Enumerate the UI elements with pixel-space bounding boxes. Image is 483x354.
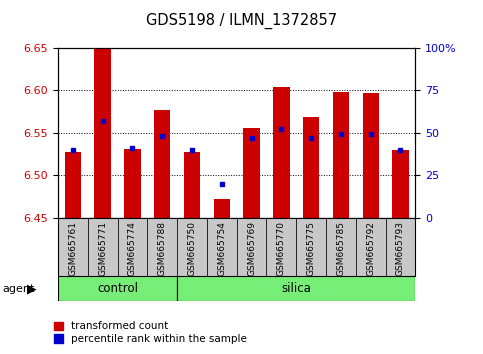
Bar: [267, 218, 296, 276]
Text: ▶: ▶: [27, 282, 36, 295]
Bar: [207, 218, 237, 276]
Bar: [154, 110, 170, 218]
Bar: [296, 218, 326, 276]
Bar: [88, 218, 117, 276]
Text: GSM665785: GSM665785: [337, 221, 345, 276]
Text: GSM665754: GSM665754: [217, 221, 226, 275]
Bar: [333, 92, 349, 218]
Bar: [356, 218, 385, 276]
Text: GSM665793: GSM665793: [396, 221, 405, 276]
Text: GSM665750: GSM665750: [187, 221, 197, 276]
Text: GSM665774: GSM665774: [128, 221, 137, 275]
Legend: transformed count, percentile rank within the sample: transformed count, percentile rank withi…: [54, 321, 247, 344]
Text: GDS5198 / ILMN_1372857: GDS5198 / ILMN_1372857: [146, 12, 337, 29]
Bar: [303, 118, 319, 218]
Bar: [213, 199, 230, 218]
Text: agent: agent: [2, 284, 35, 293]
Text: GSM665775: GSM665775: [307, 221, 315, 276]
Bar: [177, 218, 207, 276]
Bar: [237, 218, 267, 276]
Text: GSM665792: GSM665792: [366, 221, 375, 275]
Bar: [58, 276, 177, 301]
Text: GSM665770: GSM665770: [277, 221, 286, 276]
Bar: [117, 218, 147, 276]
Bar: [392, 150, 409, 218]
Bar: [273, 87, 289, 218]
Bar: [363, 93, 379, 218]
Bar: [147, 218, 177, 276]
Bar: [326, 218, 356, 276]
Bar: [177, 276, 415, 301]
Bar: [124, 149, 141, 218]
Text: GSM665788: GSM665788: [158, 221, 167, 276]
Bar: [243, 128, 260, 218]
Text: GSM665761: GSM665761: [69, 221, 77, 276]
Bar: [385, 218, 415, 276]
Bar: [184, 152, 200, 218]
Bar: [58, 218, 88, 276]
Text: silica: silica: [281, 282, 311, 295]
Text: GSM665771: GSM665771: [98, 221, 107, 276]
Bar: [65, 152, 81, 218]
Text: control: control: [97, 282, 138, 295]
Text: GSM665769: GSM665769: [247, 221, 256, 276]
Bar: [95, 48, 111, 218]
